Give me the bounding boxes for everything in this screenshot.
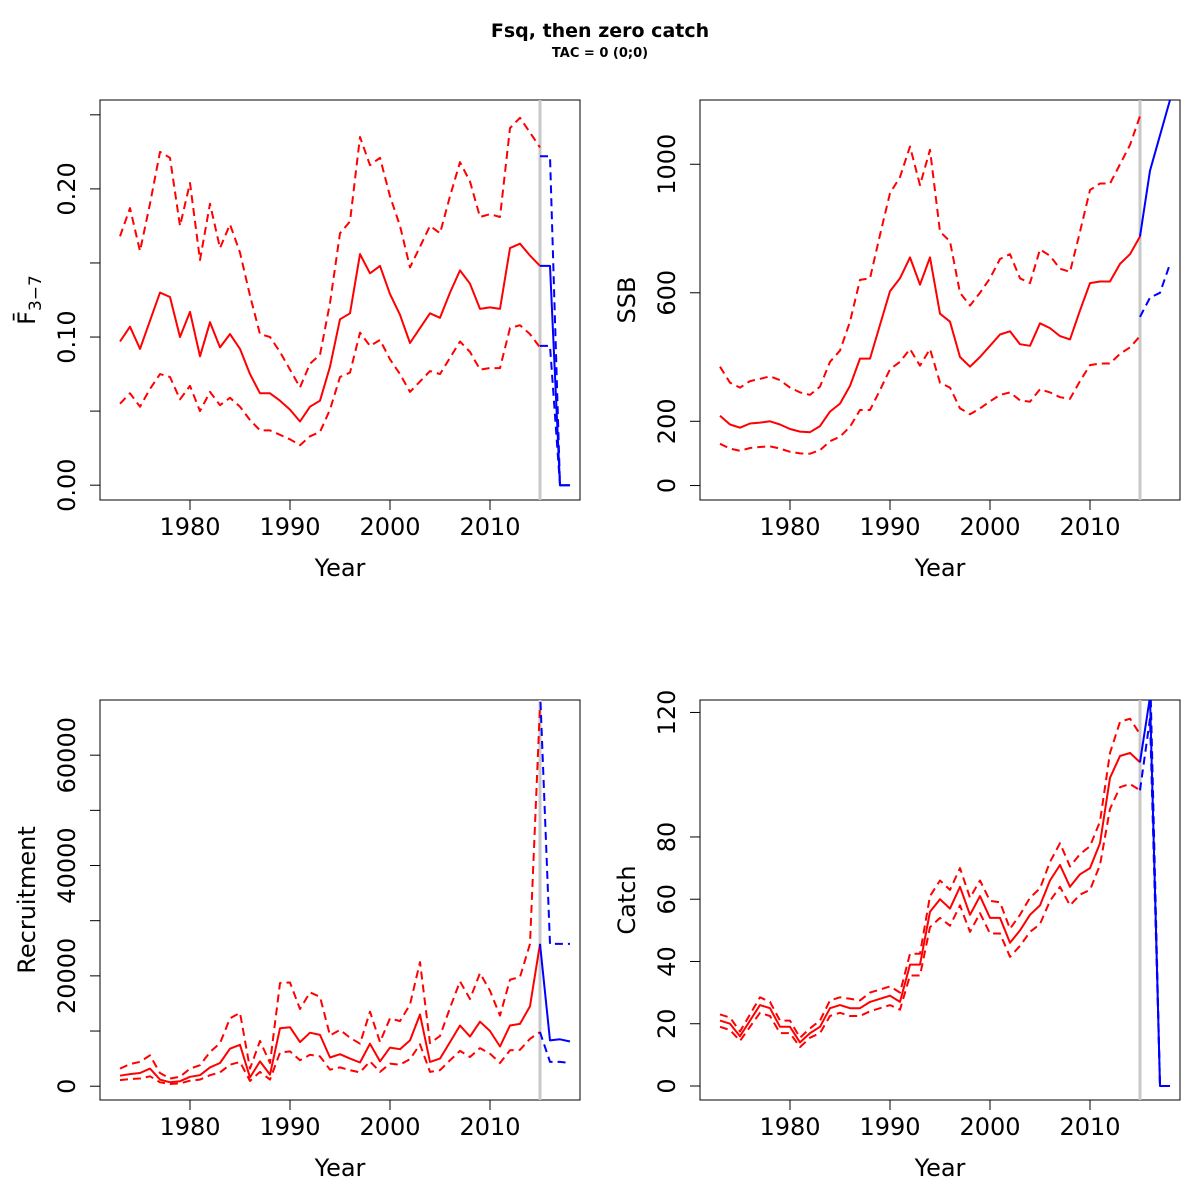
y-axis-title: Catch — [613, 865, 641, 934]
x-tick-label: 2010 — [459, 1113, 520, 1141]
y-tick-label: 60000 — [53, 717, 81, 793]
plot-frame — [99, 99, 581, 501]
x-axis-title: Year — [314, 554, 366, 582]
series-group — [119, 100, 570, 500]
y-tick-label: 200 — [653, 398, 681, 444]
panel-recruitment: 1980 1990 2000 2010 0 20000 40000 60000 Year Recr… — [13, 699, 581, 1182]
x-tick-label: 2000 — [959, 1113, 1020, 1141]
y-axis-title-main: F̄ — [12, 311, 41, 325]
forecast-lower-ci-line — [539, 1031, 571, 1064]
forecast-estimate-line — [1139, 700, 1170, 1087]
panel-ssb: 1980 1990 2000 2010 0 200 600 1000 Year SSB — [613, 99, 1181, 582]
y-tick-label: 20 — [653, 1008, 681, 1039]
x-tick-label: 2010 — [1059, 513, 1120, 541]
series-group — [119, 700, 571, 1100]
figure-title: Fsq, then zero catch — [490, 20, 710, 42]
plot-frame — [99, 699, 581, 1101]
x-axis-title: Year — [914, 1154, 966, 1182]
x-tick-label: 2010 — [459, 513, 520, 541]
x-tick-label: 2010 — [1059, 1113, 1120, 1141]
y-tick-label: 40000 — [53, 827, 81, 903]
x-tick-label: 1980 — [159, 513, 220, 541]
forecast-estimate-line — [539, 943, 571, 1043]
y-tick-label: 80 — [653, 822, 681, 853]
y-tick-label: 60 — [653, 884, 681, 915]
y-tick-label: 600 — [653, 270, 681, 316]
y-tick-label: 120 — [653, 690, 681, 736]
historical-lower-ci-line — [719, 335, 1141, 455]
y-tick-label: 0.20 — [53, 162, 81, 215]
historical-lower-ci-line — [119, 1031, 541, 1085]
historical-estimate-line — [119, 943, 541, 1084]
y-axis-title: F̄3−7 — [12, 275, 46, 325]
y-tick-label: 40 — [653, 946, 681, 977]
figure-subtitle: TAC = 0 (0;0) — [551, 46, 649, 61]
historical-upper-ci-line — [719, 115, 1141, 396]
x-tick-label: 1990 — [259, 1113, 320, 1141]
x-tick-label: 2000 — [959, 513, 1020, 541]
y-axis-title: SSB — [613, 277, 641, 324]
forecast-upper-ci-line — [540, 155, 570, 487]
x-axis-title: Year — [314, 1154, 366, 1182]
x-tick-label: 1990 — [259, 513, 320, 541]
forecast-lower-ci-line — [1139, 263, 1171, 318]
forecast-upper-ci-line — [1140, 100, 1142, 101]
x-tick-label: 1990 — [859, 513, 920, 541]
forecast-estimate-line — [540, 264, 570, 487]
y-tick-label: 0.10 — [53, 310, 81, 363]
y-tick-label: 0 — [653, 1078, 681, 1093]
historical-lower-ci-line — [119, 324, 541, 447]
x-axis-title: Year — [914, 554, 966, 582]
historical-upper-ci-line — [119, 116, 541, 389]
historical-upper-ci-line — [719, 717, 1141, 1039]
historical-estimate-line — [719, 751, 1141, 1044]
x-tick-label: 2000 — [359, 513, 420, 541]
forecast-lower-ci-line — [540, 344, 570, 487]
y-tick-label: 0 — [653, 478, 681, 493]
y-axis-title: Recruitment — [13, 826, 41, 973]
y-tick-label: 0.00 — [53, 458, 81, 511]
y-tick-label: 0 — [53, 1079, 81, 1094]
x-tick-label: 1980 — [759, 1113, 820, 1141]
y-tick-label: 1000 — [653, 134, 681, 195]
panel-fbar: 1980 1990 2000 2010 0.00 0.10 0.20 Year F̄3−7 — [12, 99, 581, 582]
x-tick-label: 1980 — [759, 513, 820, 541]
y-axis-title-subscript: 3−7 — [26, 275, 46, 311]
x-tick-label: 2000 — [359, 1113, 420, 1141]
series-group — [719, 100, 1171, 500]
historical-lower-ci-line — [719, 783, 1141, 1049]
plot-frame — [699, 99, 1181, 501]
historical-upper-ci-line — [119, 705, 541, 1080]
forecast-estimate-line — [1139, 100, 1171, 237]
series-group — [719, 700, 1170, 1100]
historical-estimate-line — [119, 242, 541, 423]
panel-catch: 1980 1990 2000 2010 0 20 40 60 80 120 Year Catch — [613, 690, 1181, 1182]
x-tick-label: 1980 — [159, 1113, 220, 1141]
historical-estimate-line — [719, 236, 1141, 434]
x-tick-label: 1990 — [859, 1113, 920, 1141]
forecast-upper-ci-line — [539, 700, 570, 945]
y-tick-label: 20000 — [53, 938, 81, 1014]
